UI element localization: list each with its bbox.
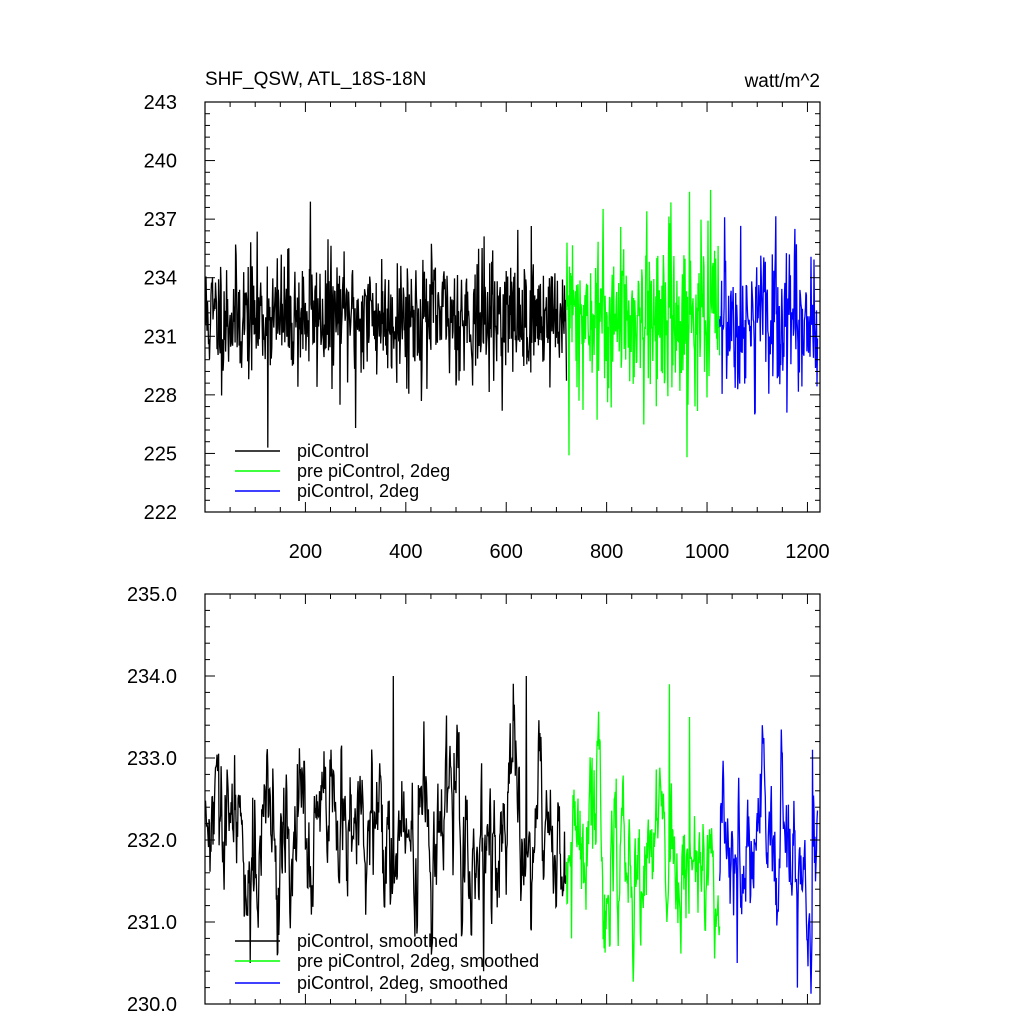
y-tick-label: 240 [144, 151, 177, 173]
y-tick-label: 232.0 [127, 830, 177, 852]
legend-label-pre-picontrol-2deg-smoothed: pre piControl, 2deg, smoothed [297, 951, 539, 971]
bottom-legend: piControl, smoothed pre piControl, 2deg,… [235, 931, 539, 993]
x-tick-label: 200 [289, 541, 322, 563]
y-tick-label: 228 [144, 385, 177, 407]
y-tick-label: 237 [144, 209, 177, 231]
x-tick-label: 800 [590, 541, 623, 563]
x-tick-label: 1200 [785, 541, 830, 563]
series-line-pre-picontrol-2deg [565, 189, 721, 458]
legend-label-picontrol-2deg-smoothed: piControl, 2deg, smoothed [297, 973, 508, 993]
top-panel: SHF_QSW, ATL_18S-18N watt/m^2 2222252282… [144, 69, 830, 563]
y-tick-label: 233.0 [127, 748, 177, 770]
y-tick-label: 225 [144, 443, 177, 465]
series-line-picontrol-2deg-smoothed [718, 725, 819, 994]
legend-label-picontrol: piControl [297, 441, 369, 461]
x-tick-label: 1000 [685, 541, 730, 563]
series-line-picontrol [204, 201, 568, 448]
top-series-layer [204, 189, 819, 458]
y-tick-label: 234.0 [127, 666, 177, 688]
legend-label-picontrol-2deg: piControl, 2deg [297, 481, 419, 501]
legend-label-pre-picontrol-2deg: pre piControl, 2deg [297, 461, 450, 481]
y-tick-label: 234 [144, 268, 177, 290]
top-plot-frame [204, 101, 821, 513]
series-line-pre-picontrol-2deg-smoothed [565, 684, 721, 982]
bottom-panel: 230.0 231.0 232.0 233.0 234.0 235.0 piControl… [127, 584, 821, 1016]
x-tick-label: 600 [490, 541, 523, 563]
y-tick-label: 222 [144, 502, 177, 524]
top-legend: piControl pre piControl, 2deg piControl,… [235, 441, 450, 501]
y-tick-label: 231 [144, 326, 177, 348]
top-panel-title: SHF_QSW, ATL_18S-18N [205, 69, 426, 90]
top-panel-units: watt/m^2 [744, 71, 820, 92]
legend-label-picontrol-smoothed: piControl, smoothed [297, 931, 458, 951]
bottom-series-layer [204, 675, 819, 994]
top-ticks-layer: 222 225 228 231 234 237 240 243 200 400 600 800 1000… [144, 92, 830, 563]
bottom-plot-frame [204, 593, 821, 1005]
x-tick-label: 400 [389, 541, 422, 563]
series-line-picontrol-2deg [718, 216, 819, 415]
y-tick-label: 235.0 [127, 584, 177, 606]
bottom-ticks-layer: 230.0 231.0 232.0 233.0 234.0 235.0 [127, 584, 820, 1016]
y-tick-label: 231.0 [127, 912, 177, 934]
series-line-picontrol-smoothed [204, 675, 568, 972]
y-tick-label: 230.0 [127, 994, 177, 1016]
y-tick-label: 243 [144, 92, 177, 114]
